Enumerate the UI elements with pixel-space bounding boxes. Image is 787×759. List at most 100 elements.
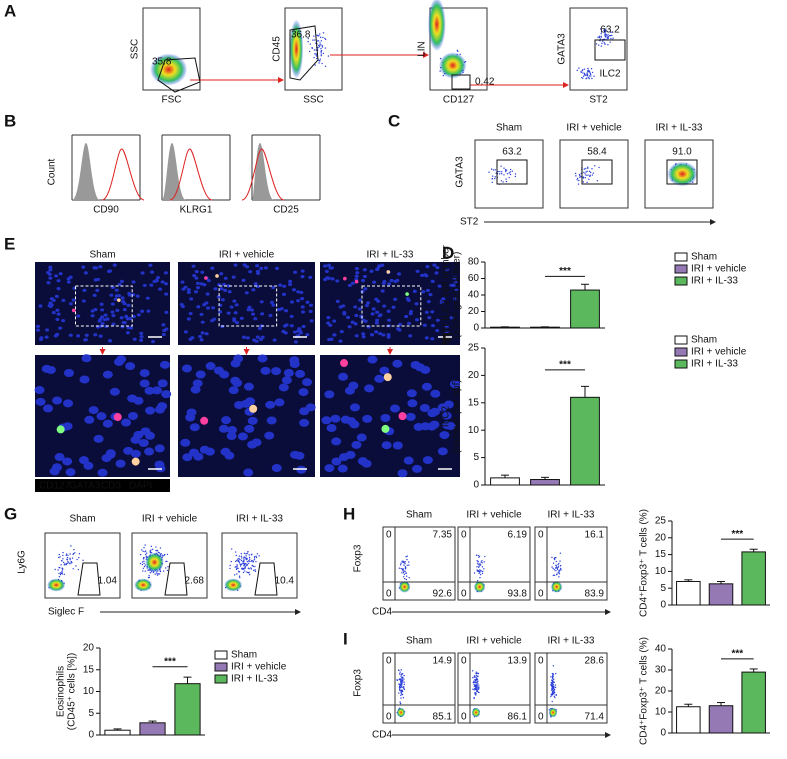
event-dot (551, 679, 553, 681)
y-tick-label: 5 (88, 708, 94, 719)
nucleus (223, 288, 228, 292)
nucleus (115, 459, 126, 468)
event-dot (554, 557, 556, 559)
nucleus (55, 308, 60, 312)
nucleus (195, 286, 200, 290)
event-dot (400, 675, 402, 677)
nucleus (144, 386, 155, 395)
event-dot (317, 40, 320, 42)
event-dot (69, 553, 71, 555)
event-dot (606, 35, 608, 37)
event-dot (583, 68, 586, 70)
nucleus (157, 379, 168, 388)
nucleus (301, 310, 306, 314)
nucleus (130, 435, 141, 444)
event-dot (552, 574, 555, 577)
legend-swatch (674, 264, 688, 274)
nucleus (227, 426, 238, 435)
nucleus (224, 451, 235, 460)
nucleus (353, 322, 358, 326)
event-dot (551, 694, 554, 696)
legend-label: Sham (691, 335, 717, 346)
event-dot (152, 571, 155, 574)
gate-value: 1.04 (98, 576, 118, 587)
quadrant-value: 85.1 (433, 712, 453, 723)
event-dot (72, 568, 74, 570)
event-dot (474, 678, 476, 681)
nucleus (49, 297, 54, 301)
event-dot (405, 572, 407, 575)
nucleus (107, 269, 112, 273)
bar (104, 729, 131, 736)
event-dot (244, 566, 246, 568)
y-tick-label: 5 (660, 583, 666, 594)
event-dot (402, 676, 404, 678)
nucleus (138, 438, 149, 447)
nucleus (444, 325, 449, 329)
nucleus (244, 291, 249, 295)
event-dot (554, 697, 556, 699)
event-dot (503, 167, 505, 169)
gate-value: 58.4 (587, 147, 607, 158)
event-dot (236, 564, 238, 566)
event-dot (256, 553, 259, 555)
event-dot (555, 672, 557, 675)
y-tick-label: 20 (468, 306, 480, 317)
nucleus (62, 422, 73, 431)
event-dot (610, 37, 612, 40)
nucleus (257, 326, 262, 331)
nucleus (328, 323, 333, 327)
event-dot (312, 39, 314, 41)
nucleus (189, 423, 200, 432)
event-dot (473, 675, 476, 677)
event-dot (67, 560, 69, 563)
y-tick-label: 20 (655, 532, 667, 543)
event-dot (580, 71, 582, 74)
nucleus (244, 424, 255, 433)
event-dot (141, 549, 143, 551)
nucleus (122, 301, 127, 306)
event-dot (494, 169, 496, 171)
nucleus (127, 412, 138, 421)
nucleus (124, 314, 129, 318)
event-dot (607, 37, 609, 40)
event-dot (320, 47, 322, 50)
event-dot (233, 574, 236, 576)
event-dot (236, 559, 238, 562)
nucleus (330, 266, 335, 270)
nucleus (357, 307, 362, 311)
plot-title: Sham (406, 510, 432, 521)
nucleus (421, 290, 426, 294)
nucleus (281, 329, 286, 334)
nucleus (308, 275, 313, 279)
event-dot (143, 565, 146, 568)
event-dot (551, 688, 553, 691)
bar (570, 396, 600, 486)
event-dot (165, 567, 167, 569)
nucleus (331, 457, 342, 466)
legend-swatch (214, 650, 228, 660)
event-dot (155, 546, 157, 548)
nucleus (326, 321, 331, 325)
event-dot (144, 570, 146, 572)
nucleus (375, 267, 380, 272)
event-dot (560, 569, 562, 571)
event-dot (66, 559, 68, 561)
nucleus (393, 297, 398, 301)
nucleus (259, 266, 264, 270)
nucleus (324, 269, 329, 274)
nucleus (332, 333, 337, 337)
event-dot (605, 33, 607, 36)
nucleus (119, 316, 124, 320)
nucleus (296, 299, 301, 303)
event-dot (399, 671, 401, 673)
event-dot (497, 170, 499, 173)
nucleus (44, 335, 49, 339)
event-dot (488, 171, 490, 173)
nucleus (251, 288, 256, 292)
nucleus (93, 434, 104, 443)
event-dot (244, 570, 246, 572)
nucleus (120, 296, 125, 300)
event-dot (239, 558, 241, 561)
nucleus (232, 299, 237, 303)
